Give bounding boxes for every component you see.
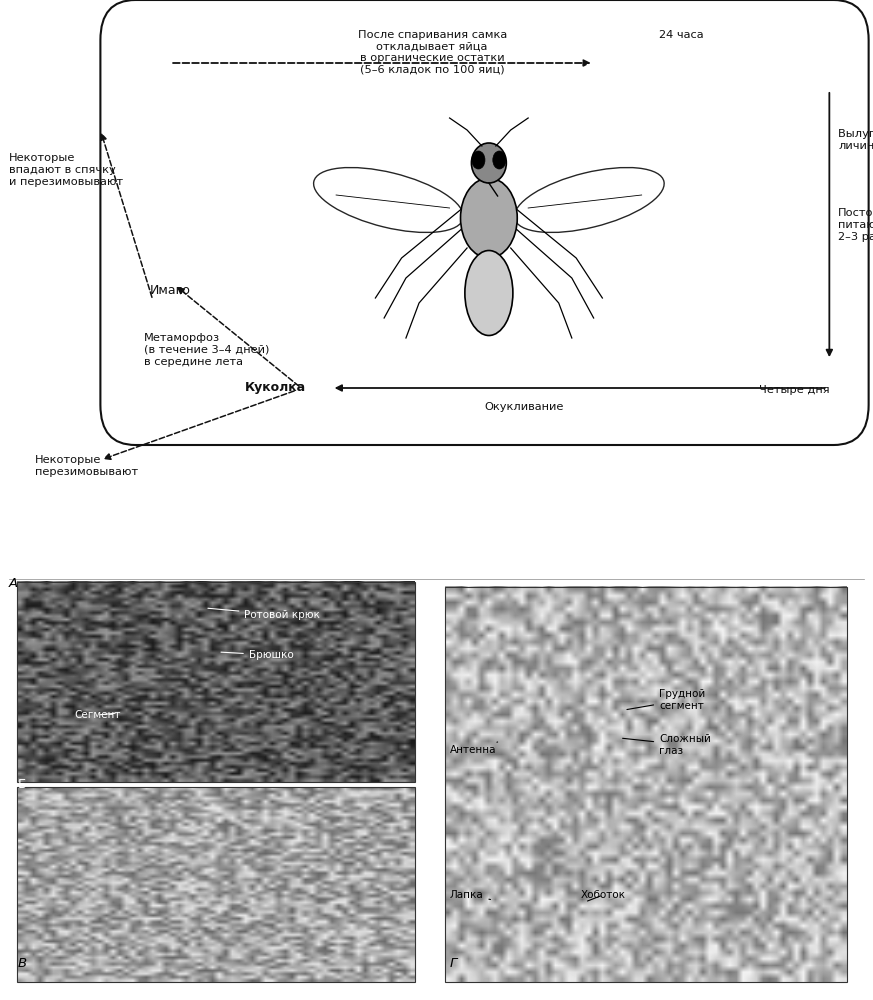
Bar bbox=[0, 0, 873, 580]
Text: Имаго: Имаго bbox=[150, 284, 190, 296]
Text: Окукливание: Окукливание bbox=[485, 402, 563, 412]
Text: Ротовой крюк: Ротовой крюк bbox=[208, 608, 320, 620]
Text: Брюшко: Брюшко bbox=[221, 650, 293, 660]
Text: Вылупляются очень мелкие
личинки: Вылупляются очень мелкие личинки bbox=[838, 129, 873, 151]
Text: Метаморфоз
(в течение 3–4 дней)
в середине лета: Метаморфоз (в течение 3–4 дней) в середи… bbox=[144, 333, 270, 367]
Ellipse shape bbox=[313, 168, 464, 232]
Text: Сегмент: Сегмент bbox=[74, 710, 120, 720]
Text: Г: Г bbox=[450, 957, 457, 970]
Text: Хоботок: Хоботок bbox=[581, 890, 626, 901]
Text: Б: Б bbox=[17, 778, 26, 791]
Bar bbox=[17, 787, 415, 982]
Text: Сложный
глаз: Сложный глаз bbox=[622, 734, 711, 756]
Text: 24 часа: 24 часа bbox=[659, 30, 704, 40]
Text: Антенна: Антенна bbox=[450, 742, 498, 755]
Text: Грудной
сегмент: Грудной сегмент bbox=[627, 689, 705, 711]
Text: А: А bbox=[9, 577, 17, 590]
Ellipse shape bbox=[471, 143, 506, 183]
Text: Некоторые
впадают в спячку
и перезимовывают: Некоторые впадают в спячку и перезимовыв… bbox=[9, 153, 123, 187]
Text: Некоторые
перезимовывают: Некоторые перезимовывают bbox=[35, 455, 138, 477]
Text: Куколка: Куколка bbox=[244, 381, 306, 394]
Text: В: В bbox=[17, 957, 26, 970]
Text: Лапка: Лапка bbox=[450, 890, 491, 900]
Ellipse shape bbox=[472, 151, 485, 169]
Ellipse shape bbox=[461, 178, 518, 258]
Ellipse shape bbox=[493, 151, 506, 169]
Ellipse shape bbox=[514, 168, 664, 232]
Ellipse shape bbox=[465, 250, 513, 335]
Text: Четыре дня: Четыре дня bbox=[759, 385, 829, 395]
Text: После спаривания самка
откладывает яйца
в органические остатки
(5–6 кладок по 10: После спаривания самка откладывает яйца … bbox=[358, 30, 506, 75]
Bar bbox=[17, 582, 415, 782]
Bar bbox=[445, 587, 847, 982]
Text: Постоянно
питаются;
2–3 раза линяют: Постоянно питаются; 2–3 раза линяют bbox=[838, 208, 873, 242]
